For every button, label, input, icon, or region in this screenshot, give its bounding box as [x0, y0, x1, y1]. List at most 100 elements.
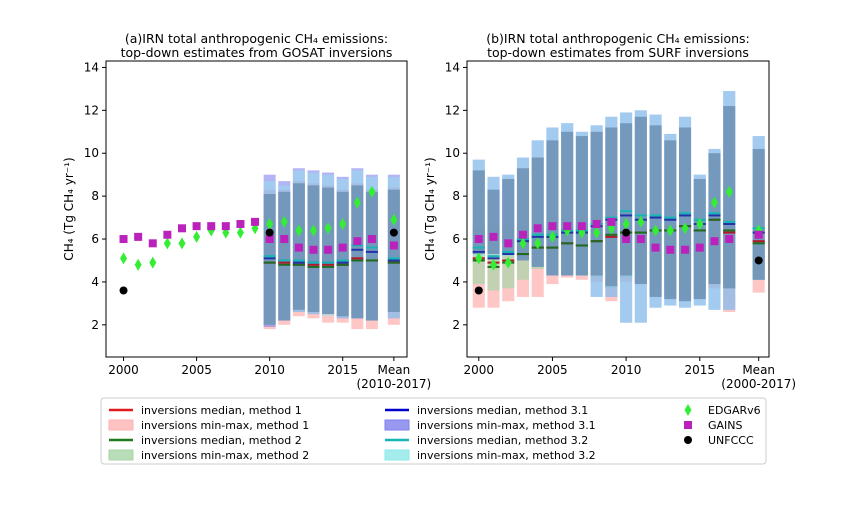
- gains-point: [324, 245, 333, 254]
- edgar-point: [622, 218, 630, 231]
- edgar-point: [368, 185, 376, 198]
- edgar-point: [696, 218, 704, 231]
- y-tick-label: 2: [91, 318, 99, 332]
- gains-point: [265, 235, 274, 244]
- x-tick-label: 2005: [181, 363, 212, 377]
- bar-range-all: [575, 136, 588, 276]
- chart-title-line1: (b)IRN total anthropogenic CH₄ emissions…: [486, 31, 750, 46]
- bar-range-all: [472, 170, 485, 255]
- bar-range-all: [561, 131, 574, 276]
- bar-range-all: [590, 131, 603, 276]
- gains-point: [518, 230, 527, 239]
- x-tick-label: 2010: [254, 363, 285, 377]
- bar-range-all: [708, 153, 721, 285]
- edgar-point: [236, 226, 244, 239]
- gains-point: [353, 237, 362, 246]
- legend-label: EDGARv6: [708, 404, 761, 417]
- gains-point: [533, 224, 542, 233]
- edgar-point: [390, 213, 398, 226]
- edgar-point: [339, 218, 347, 231]
- unfccc-point: [474, 286, 483, 295]
- legend-patch-swatch: [108, 419, 134, 431]
- edgar-point: [353, 196, 361, 209]
- edgar-point: [534, 237, 542, 250]
- y-tick-label: 14: [84, 60, 99, 74]
- y-tick-label: 2: [452, 318, 460, 332]
- edgar-point: [652, 224, 660, 237]
- bar-range-all: [365, 191, 378, 321]
- x-tick-label: 2015: [684, 363, 715, 377]
- mean-period-label: (2010-2017): [356, 377, 431, 391]
- edgar-point: [475, 252, 483, 265]
- bar-range-all: [605, 127, 618, 287]
- mean-period-label: (2000-2017): [721, 377, 796, 391]
- bar-range-all: [263, 193, 276, 325]
- gains-point: [119, 235, 128, 244]
- y-tick-label: 14: [445, 60, 460, 74]
- gains-point: [163, 230, 172, 239]
- y-tick-label: 8: [452, 189, 460, 203]
- bar-range-all: [649, 125, 662, 297]
- legend-label: inversions min-max, method 1: [141, 419, 309, 432]
- chart-title-line2: top-down estimates from SURF inversions: [487, 45, 749, 60]
- legend-label: inversions min-max, method 3.1: [417, 419, 596, 432]
- gains-point: [622, 235, 631, 244]
- edgar-point: [266, 218, 274, 231]
- bar-range-all: [678, 127, 692, 302]
- y-tick-label: 4: [452, 275, 460, 289]
- edgar-point: [163, 237, 171, 250]
- gains-point: [651, 243, 660, 252]
- legend-label: inversions median, method 3.1: [417, 404, 588, 417]
- legend-patch-swatch: [384, 419, 410, 431]
- edgar-point: [178, 237, 186, 250]
- y-tick-label: 12: [445, 103, 460, 117]
- legend-label: inversions min-max, method 3.2: [417, 449, 596, 462]
- gains-point: [474, 235, 483, 244]
- bar-range-all: [336, 191, 349, 317]
- unfccc-point: [389, 228, 398, 237]
- chart-title-line1: (a)IRN total anthropogenic CH₄ emissions…: [125, 31, 388, 46]
- legend-circle-swatch: [684, 436, 692, 444]
- edgar-point: [666, 224, 674, 237]
- gains-point: [695, 243, 704, 252]
- x-tick-label: 2000: [108, 363, 139, 377]
- legend-diamond-swatch: [684, 404, 692, 416]
- edgar-point: [725, 185, 733, 198]
- y-tick-label: 6: [452, 232, 460, 246]
- edgar-point: [120, 252, 128, 265]
- edgar-point: [134, 258, 142, 271]
- unfccc-point: [622, 228, 631, 237]
- x-tick-label: 2005: [537, 363, 568, 377]
- gains-point: [563, 222, 572, 231]
- gains-point: [489, 232, 498, 241]
- gains-point: [504, 239, 513, 248]
- gains-point: [592, 220, 601, 229]
- edgar-point: [149, 256, 157, 269]
- legend-label: inversions median, method 1: [141, 404, 302, 417]
- gains-point: [710, 237, 719, 246]
- bar-range-all: [351, 185, 364, 319]
- panel-a: (a)IRN total anthropogenic CH₄ emissions…: [62, 31, 431, 391]
- legend-patch-swatch: [108, 449, 134, 461]
- gains-point: [192, 222, 201, 231]
- bar-range-all: [387, 189, 400, 312]
- panel-b: (b)IRN total anthropogenic CH₄ emissions…: [423, 31, 796, 391]
- y-tick-label: 8: [91, 189, 99, 203]
- legend-label: UNFCCC: [708, 434, 754, 447]
- gains-point: [221, 222, 230, 231]
- unfccc-point: [265, 228, 274, 237]
- gains-point: [207, 222, 216, 231]
- edgar-point: [280, 215, 288, 228]
- x-tick-label: Mean: [377, 363, 410, 377]
- bar-range-all: [278, 191, 291, 321]
- chart-title-line2: top-down estimates from GOSAT inversions: [121, 45, 393, 60]
- legend-box: [100, 397, 767, 465]
- edgar-point: [637, 215, 645, 228]
- edgar-point: [490, 258, 498, 271]
- gains-point: [666, 245, 675, 254]
- bar-range-all: [752, 148, 765, 280]
- legend-square-swatch: [684, 421, 692, 429]
- unfccc-point: [119, 286, 128, 295]
- y-tick-label: 4: [91, 275, 99, 289]
